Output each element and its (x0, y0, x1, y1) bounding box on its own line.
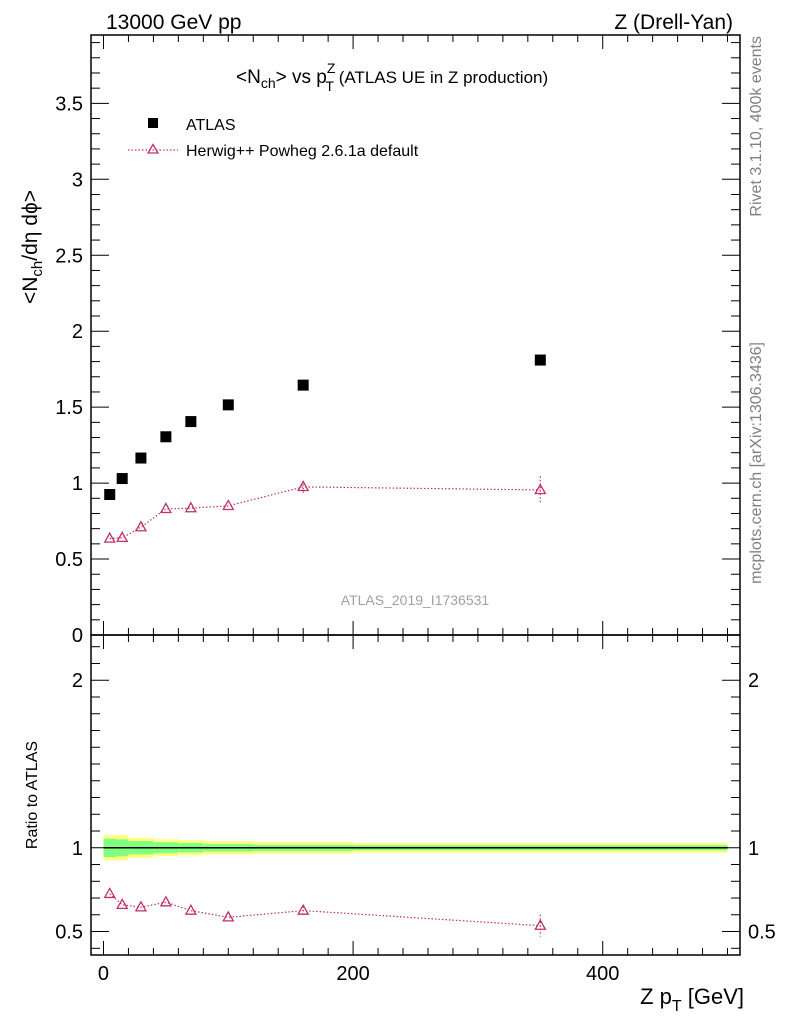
herwig-ratio-point (184, 903, 197, 915)
atlas-data-point (116, 473, 128, 485)
title-part-sub1: ch (261, 75, 276, 91)
ratio-y-tick-label-left: 1 (72, 838, 83, 860)
ylabel-part-post: /dη dϕ> (19, 190, 42, 261)
title-part-sup2: Z (327, 60, 336, 76)
legend-marker-atlas (148, 118, 158, 128)
herwig-ratio-point (103, 887, 116, 899)
herwig-ratio-point (297, 903, 310, 915)
herwig-ratio-point (134, 900, 148, 912)
herwig-ratio-point (534, 918, 547, 930)
ratio-y-axis-label: Ratio to ATLAS (24, 741, 41, 849)
main-plot-title: <Nch> vs pZ T (ATLAS UE in Z production) (236, 60, 548, 94)
herwig-ratio-point (116, 897, 129, 909)
legend: ATLAS Herwig++ Powheg 2.6.1a default (128, 117, 419, 160)
ratio-y-tick-label-right: 0.5 (748, 922, 776, 944)
mcplots-source-label: mcplots.cern.ch [arXiv:1306.3436] (748, 342, 765, 584)
title-part-sub2: T (325, 78, 334, 94)
title-part-pre: <N (236, 67, 261, 88)
x-tick-label: 400 (586, 963, 619, 985)
main-y-tick-label: 3.5 (55, 93, 83, 115)
ratio-y-tick-label-right: 1 (748, 838, 759, 860)
herwig-ratio-point (159, 895, 172, 907)
legend-label-atlas: ATLAS (186, 117, 236, 134)
main-y-axis-label: <Nch/dη dϕ> (19, 190, 46, 304)
main-plot-data (103, 354, 547, 543)
x-tick-label: 0 (98, 963, 109, 985)
ratio-plot-frame (90, 634, 741, 956)
herwig-main-point (159, 502, 172, 514)
herwig-main-point (184, 501, 197, 513)
title-part-post: (ATLAS UE in Z production) (334, 68, 548, 87)
x-tick-label: 200 (336, 963, 369, 985)
legend-marker-herwig (146, 143, 160, 154)
header-right-label: Z (Drell-Yan) (614, 11, 733, 34)
main-y-tick-label: 0 (72, 625, 83, 647)
herwig-main-point (116, 531, 129, 543)
xlabel-part-pre: Z p (640, 984, 672, 1009)
axes-frames (90, 34, 741, 956)
main-y-tick-label: 1 (72, 473, 83, 495)
main-y-tick-label: 2.5 (55, 245, 83, 267)
ratio-y-tick-label-left: 2 (72, 670, 83, 692)
ratio-y-tick-label-right: 2 (748, 670, 759, 692)
legend-label-herwig: Herwig++ Powheg 2.6.1a default (186, 143, 419, 160)
ylabel-part-pre: <N (19, 277, 42, 304)
rivet-version-label: Rivet 3.1.10, 400k events (748, 36, 765, 217)
herwig-main-line (109, 486, 541, 540)
atlas-data-point (160, 431, 172, 443)
herwig-main-point (222, 499, 235, 511)
title-part-mid: > vs p (276, 67, 327, 88)
main-y-tick-label: 1.5 (55, 397, 83, 419)
atlas-data-point (135, 452, 147, 464)
ylabel-part-sub: ch (29, 261, 46, 277)
atlas-data-point (297, 379, 309, 391)
xlabel-part-sub: T (672, 998, 682, 1015)
atlas-data-point (222, 399, 234, 411)
ratio-plot-data (103, 887, 547, 937)
atlas-data-point (104, 488, 116, 500)
x-axis-label: Z pT [GeV] (640, 984, 744, 1015)
herwig-main-point (297, 480, 310, 492)
xlabel-part-post: [GeV] (682, 984, 744, 1009)
atlas-data-point (185, 416, 197, 428)
herwig-ratio-point (222, 910, 235, 922)
atlas-data-point (534, 354, 546, 366)
main-y-tick-label: 0.5 (55, 549, 83, 571)
ratio-y-tick-label-left: 0.5 (55, 922, 83, 944)
herwig-main-point (134, 520, 148, 532)
analysis-watermark: ATLAS_2019_I1736531 (341, 592, 490, 608)
herwig-ratio-line (109, 893, 541, 927)
herwig-main-point (103, 531, 116, 543)
tick-labels: 0 200 400 0 0.5 1 1.5 2 2.5 3 3.5 0.5 0.5 1 1 2 2 (55, 93, 776, 985)
main-y-tick-label: 2 (72, 321, 83, 343)
herwig-main-point (534, 483, 547, 495)
main-y-tick-label: 3 (72, 169, 83, 191)
header-left-label: 13000 GeV pp (106, 11, 241, 34)
